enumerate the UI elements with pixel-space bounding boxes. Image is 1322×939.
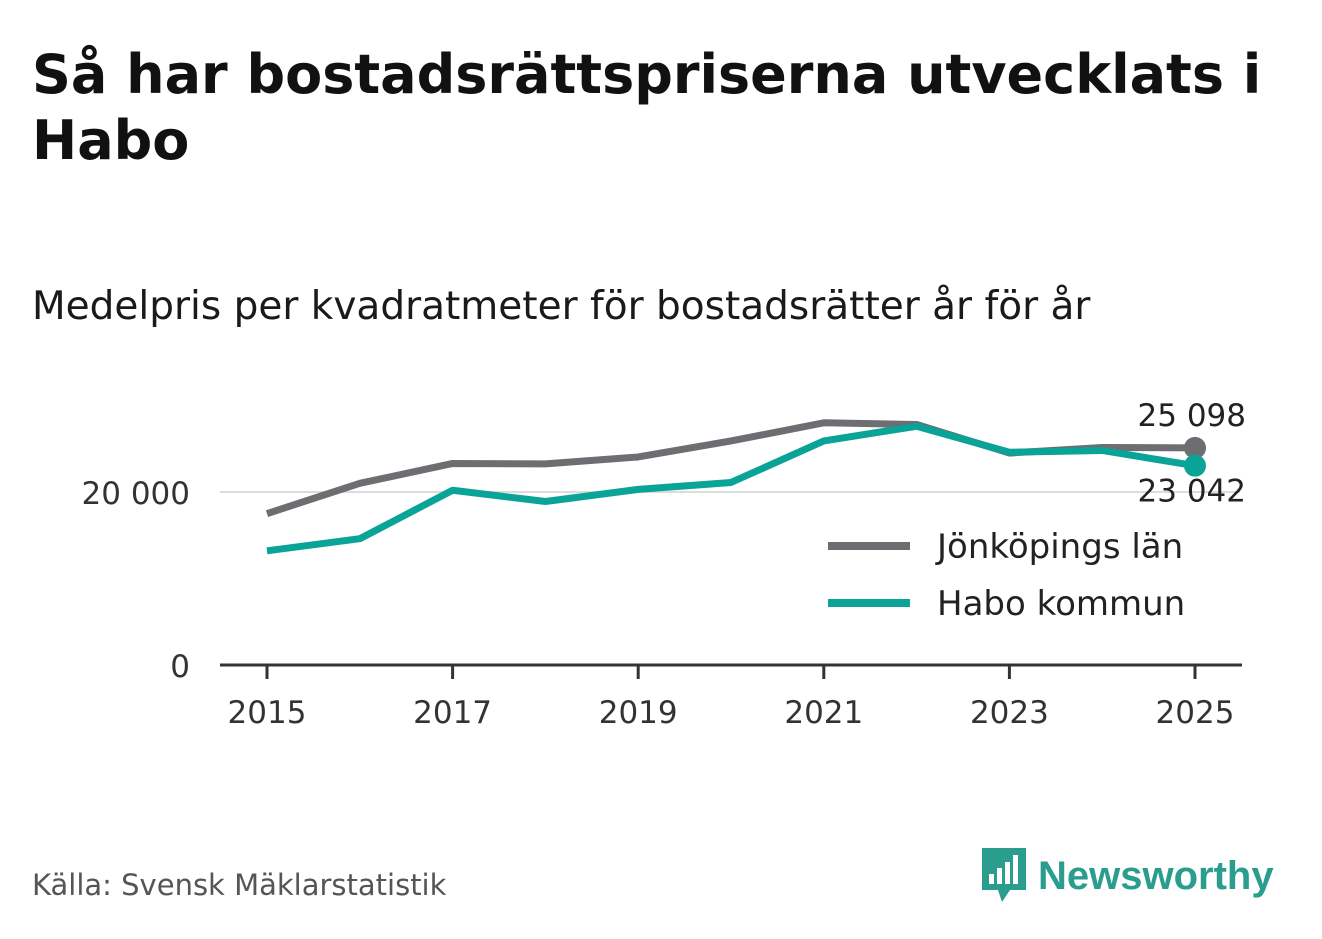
x-tick-label: 2021 [784, 695, 863, 731]
legend-label: Jönköpings län [935, 527, 1183, 567]
end-value-label: 23 042 [1138, 474, 1246, 510]
y-tick-label: 0 [170, 649, 190, 685]
line-chart: 0 20 000 2015 2017 2019 2021 2023 2025 25 098 23 … [82, 398, 1246, 731]
end-marker [1184, 436, 1206, 459]
source-note: Källa: Svensk Mäklarstatistik [32, 868, 447, 902]
y-tick-label: 20 000 [82, 476, 190, 512]
x-tick-label: 2017 [413, 695, 492, 731]
x-tick-label: 2025 [1156, 695, 1235, 731]
chart-subtitle: Medelpris per kvadratmeter för bostadsrä… [32, 284, 1091, 329]
newsworthy-logo-icon [982, 848, 1026, 902]
brand-name: Newsworthy [1038, 853, 1274, 898]
x-tick-label: 2015 [228, 695, 307, 731]
end-value-label: 25 098 [1138, 398, 1246, 434]
brand-logo: Newsworthy [980, 846, 1274, 906]
legend-label: Habo kommun [937, 584, 1185, 624]
chart-title: Så har bostadsrättspriserna utvecklats i… [32, 43, 1262, 172]
x-tick-label: 2023 [970, 695, 1049, 731]
x-tick-label: 2019 [599, 695, 678, 731]
series-line-jonkopings-lan [265, 419, 1196, 517]
end-marker [1184, 454, 1206, 477]
